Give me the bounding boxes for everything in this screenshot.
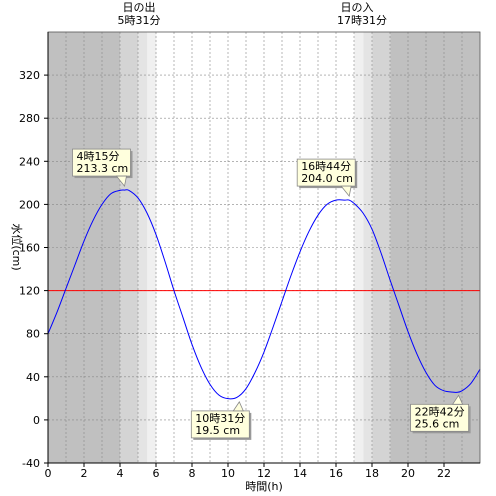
tide-series-line — [47, 189, 481, 400]
x-tick-label: 18 — [365, 467, 379, 480]
callout-value: 213.3 cm — [77, 162, 129, 175]
x-tick-label: 2 — [81, 467, 88, 480]
x-tick-label: 6 — [153, 467, 160, 480]
x-tick-label: 8 — [189, 467, 196, 480]
axes: -40 0 40 80 120 160 200 240 280 320 0 2 4 6 8 10 12 14 16 1… — [19, 31, 481, 480]
x-tick-label: 22 — [437, 467, 451, 480]
y-tick-label: 320 — [19, 69, 40, 82]
x-tick-label: 20 — [401, 467, 415, 480]
y-tick-label: 160 — [19, 242, 40, 255]
twilight-band-morning-3 — [147, 32, 157, 463]
y-tick-label: 280 — [19, 112, 40, 125]
callout-pointer — [232, 401, 244, 412]
callout-time: 16時44分 — [301, 160, 351, 173]
sunset-label: 日の入 — [341, 1, 374, 14]
x-tick-label: 0 — [45, 467, 52, 480]
callout-value: 204.0 cm — [301, 172, 353, 185]
y-tick-label: 240 — [19, 155, 40, 168]
callout-time: 4時15分 — [77, 150, 120, 163]
callout-pointer — [115, 175, 127, 187]
x-tick-label: 16 — [329, 467, 343, 480]
sunrise-time: 5時31分 — [118, 14, 161, 27]
callout-pointer — [451, 394, 464, 405]
callout-box — [296, 158, 356, 187]
callout-time: 10時31分 — [195, 412, 245, 425]
y-tick-label: 40 — [26, 371, 40, 384]
night-band-evening — [390, 32, 480, 463]
twilight-band-morning-2 — [138, 32, 148, 463]
y-tick-label: -40 — [22, 457, 40, 470]
twilight-band-evening-2 — [363, 32, 373, 463]
axis-labels: 水位(cm) 時間(h) 日の出 5時31分 日の入 17時31分 — [10, 0, 387, 493]
y-axis-label: 水位(cm) — [10, 223, 24, 270]
x-tick-label: 12 — [257, 467, 271, 480]
callout-value: 19.5 cm — [195, 424, 240, 437]
sunset-time: 17時31分 — [337, 14, 387, 27]
callout-box — [410, 403, 470, 432]
x-tick-label: 10 — [221, 467, 235, 480]
callout-box — [72, 148, 131, 177]
callout-box — [190, 410, 250, 439]
y-tick-label: 120 — [19, 285, 40, 298]
twilight-band-evening-1 — [354, 32, 364, 463]
callout-value: 25.6 cm — [415, 417, 460, 430]
x-axis-label: 時間(h) — [245, 480, 283, 493]
y-tick-label: 80 — [26, 328, 40, 341]
callout-pointer — [340, 185, 352, 198]
y-tick-label: 200 — [19, 198, 40, 211]
x-tick-label: 14 — [293, 467, 307, 480]
y-tick-label: 0 — [33, 414, 40, 427]
callout-time: 22時42分 — [415, 405, 465, 418]
series-group — [47, 189, 481, 400]
sunrise-label: 日の出 — [123, 0, 156, 14]
x-tick-label: 4 — [117, 467, 124, 480]
